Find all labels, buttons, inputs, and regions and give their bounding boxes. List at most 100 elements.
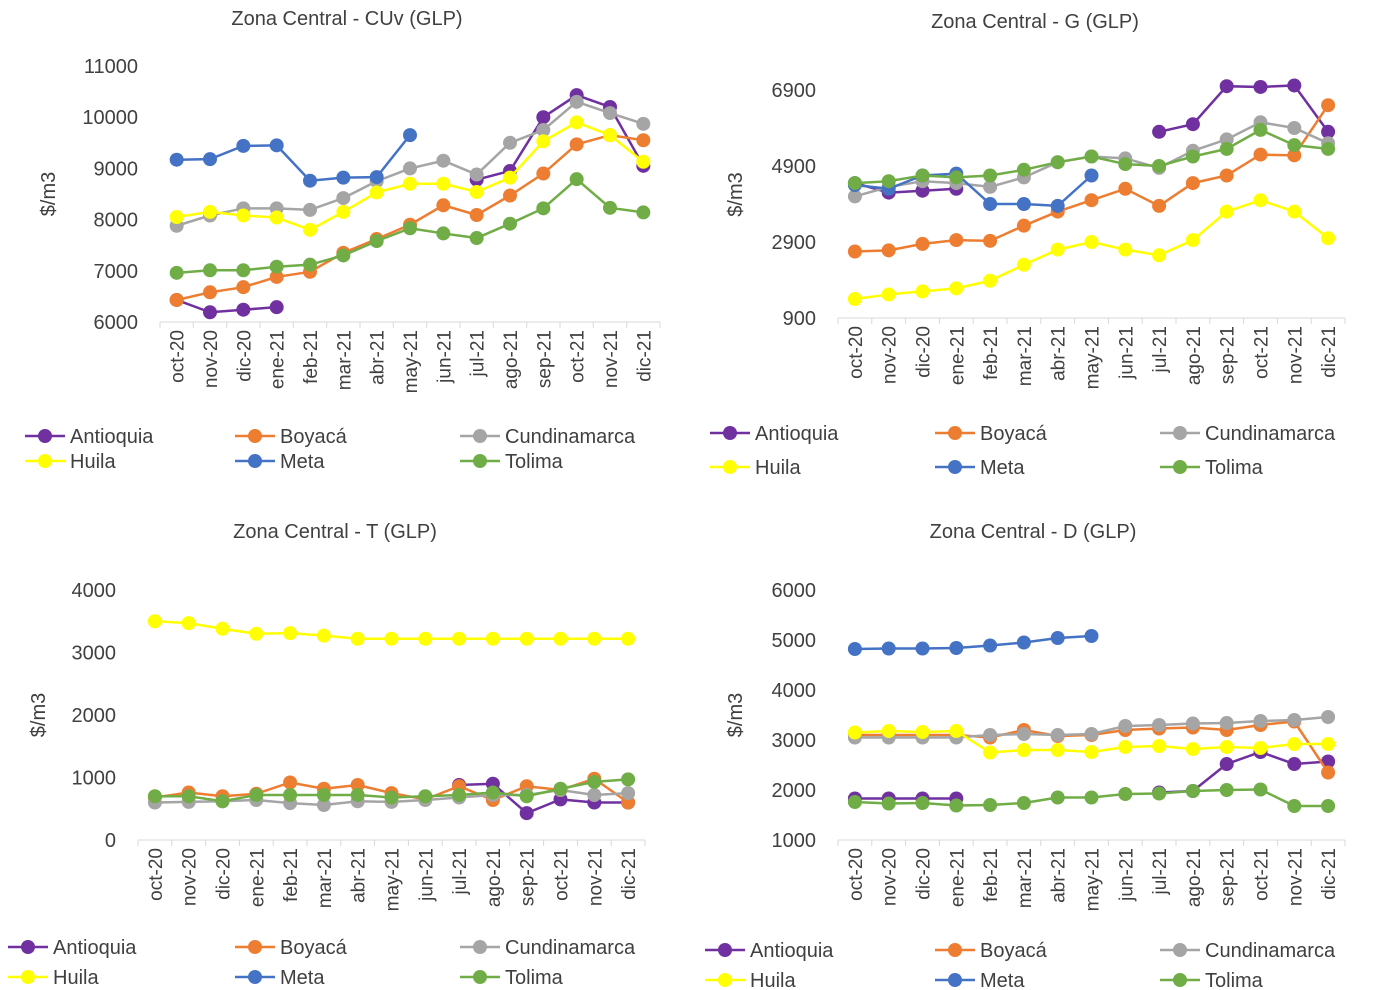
data-point	[1321, 765, 1336, 780]
x-tick-label: jul-21	[1150, 848, 1171, 895]
data-point	[1084, 629, 1099, 643]
y-tick-label: 1000	[72, 768, 117, 790]
x-tick-label: ene-21	[247, 848, 268, 907]
y-tick-label: 2000	[772, 780, 817, 802]
x-tick-label: jul-21	[1150, 326, 1171, 373]
y-tick-label: 9000	[94, 158, 139, 180]
data-point	[469, 207, 484, 222]
data-point	[1287, 799, 1302, 813]
x-tick-label: jun-21	[416, 848, 437, 902]
x-tick-label: ago-21	[501, 330, 522, 389]
data-point	[983, 233, 998, 248]
data-point	[881, 287, 896, 302]
x-tick-label: dic-20	[214, 848, 235, 900]
data-point	[1050, 631, 1065, 645]
legend-marker	[248, 429, 262, 443]
data-point	[1084, 168, 1099, 183]
x-tick-label: feb-21	[981, 326, 1002, 380]
data-point	[1219, 783, 1234, 797]
data-point	[1152, 248, 1167, 263]
data-point	[203, 263, 217, 278]
legend-marker	[948, 460, 962, 474]
data-point	[350, 788, 365, 802]
legend-label: Meta	[280, 451, 325, 473]
chart: Zona Central - T (GLP) $/m3 0 1000 2000 3000 4…	[8, 521, 646, 989]
data-point	[1321, 141, 1336, 156]
data-point	[569, 172, 584, 187]
data-point	[203, 152, 217, 167]
data-point	[519, 789, 534, 804]
y-tick-label: 10000	[82, 107, 138, 129]
x-tick-label: sep-21	[518, 848, 539, 906]
x-tick-label: oct-20	[146, 848, 167, 901]
x-tick-label: mar-21	[1015, 326, 1036, 386]
data-point	[418, 789, 433, 804]
data-point	[169, 152, 184, 167]
x-tick-label: jun-21	[1116, 848, 1137, 902]
x-tick-label: may-21	[401, 330, 422, 393]
legend-label: Huila	[755, 457, 801, 479]
data-point	[983, 273, 998, 288]
y-tick-label: 3000	[772, 730, 817, 752]
x-tick-label: oct-21	[568, 330, 589, 383]
legend-marker	[473, 940, 487, 954]
data-point	[1287, 737, 1302, 751]
x-tick-label: ago-21	[1184, 326, 1205, 385]
data-point	[452, 631, 467, 646]
y-axis-label: $/m3	[38, 172, 60, 216]
data-point	[536, 166, 551, 181]
data-point	[569, 94, 584, 109]
data-point	[553, 781, 568, 796]
data-point	[1118, 181, 1133, 196]
x-tick-label: abr-21	[368, 330, 389, 385]
y-tick-label: 900	[783, 308, 816, 330]
data-point	[847, 244, 862, 259]
data-point	[1016, 162, 1031, 177]
data-point	[536, 110, 551, 125]
legend-marker	[1173, 973, 1187, 987]
legend-marker	[1173, 426, 1187, 440]
legend-label: Tolima	[505, 967, 564, 989]
data-point	[1152, 124, 1167, 139]
data-point	[1287, 713, 1302, 727]
x-tick-label: ago-21	[484, 848, 505, 907]
data-point	[1050, 155, 1065, 170]
x-tick-label: ago-21	[1184, 848, 1205, 907]
y-tick-label: 7000	[94, 261, 139, 283]
data-point	[1185, 117, 1200, 132]
data-point	[569, 137, 584, 152]
data-point	[203, 305, 217, 320]
data-point	[269, 259, 284, 274]
x-tick-label: ene-21	[947, 326, 968, 385]
data-point	[1321, 799, 1336, 813]
data-point	[452, 788, 467, 802]
x-tick-label: jun-21	[434, 330, 455, 384]
x-tick-label: abr-21	[349, 848, 370, 903]
legend-marker	[723, 426, 737, 440]
data-point	[587, 774, 602, 789]
data-point	[536, 134, 551, 149]
x-tick-label: dic-20	[914, 848, 935, 900]
legend-label: Huila	[750, 970, 796, 990]
legend-marker	[948, 426, 962, 440]
legend-marker	[1173, 460, 1187, 474]
x-tick-label: jul-21	[450, 848, 471, 895]
data-point	[1287, 148, 1302, 163]
data-point	[350, 778, 365, 792]
data-point	[1219, 740, 1234, 754]
data-point	[915, 284, 930, 299]
x-tick-label: nov-20	[880, 848, 901, 906]
data-point	[1084, 235, 1099, 249]
legend-marker	[718, 943, 732, 957]
data-point	[881, 243, 896, 258]
legend-label: Antioquia	[750, 940, 834, 962]
data-point	[336, 170, 351, 185]
data-point	[283, 775, 298, 790]
legend-label: Boyacá	[280, 426, 348, 448]
x-tick-label: oct-20	[168, 330, 189, 383]
data-point	[169, 210, 184, 225]
x-tick-label: may-21	[383, 848, 404, 911]
data-point	[1219, 79, 1234, 94]
data-point	[603, 128, 617, 143]
